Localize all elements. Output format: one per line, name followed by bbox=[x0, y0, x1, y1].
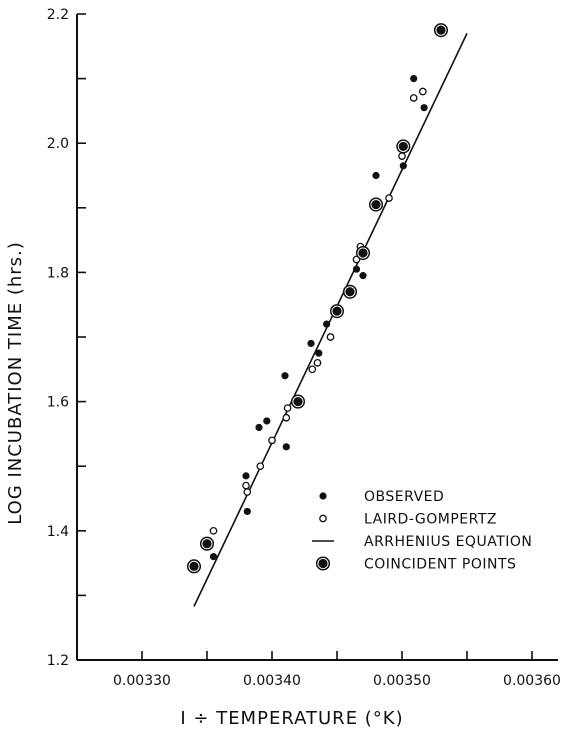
legend-laird-gompertz-swatch bbox=[319, 514, 327, 523]
y-tick-label: 2.2 bbox=[47, 7, 69, 23]
laird-gompertz-point bbox=[398, 152, 406, 160]
x-tick-label: 0.00360 bbox=[503, 673, 561, 689]
coincident-point bbox=[329, 304, 345, 319]
observed-point bbox=[315, 349, 323, 357]
observed-point bbox=[263, 417, 271, 425]
legend-observed-label: OBSERVED bbox=[364, 489, 444, 505]
laird-gompertz-point bbox=[268, 436, 276, 445]
observed-point bbox=[282, 443, 290, 451]
coincident-point bbox=[342, 284, 358, 299]
coincident-point bbox=[290, 394, 306, 409]
coincident-point-dot bbox=[189, 561, 199, 571]
laird-gompertz-point bbox=[242, 481, 250, 490]
observed-point bbox=[399, 162, 407, 170]
observed-point bbox=[255, 423, 263, 432]
observed-point bbox=[323, 320, 331, 328]
laird-gompertz-point bbox=[385, 194, 393, 202]
coincident-point bbox=[199, 536, 215, 551]
observed-point bbox=[410, 75, 418, 83]
observed-point bbox=[359, 272, 367, 280]
coincident-point-dot bbox=[293, 397, 303, 407]
observed-point bbox=[243, 507, 251, 516]
coincident-point-dot bbox=[202, 539, 212, 549]
legend-coincident-points-label: COINCIDENT POINTS bbox=[364, 557, 516, 573]
laird-gompertz-point bbox=[313, 358, 322, 367]
y-tick-label: 1.8 bbox=[47, 265, 69, 281]
coincident-point-dot bbox=[332, 306, 342, 316]
laird-gompertz-point bbox=[283, 404, 292, 412]
legend-arrhenius-equation-label: ARRHENIUS EQUATION bbox=[364, 534, 532, 550]
laird-gompertz-point bbox=[209, 526, 218, 535]
legend-laird-gompertz-label: LAIRD-GOMPERTZ bbox=[364, 512, 497, 528]
observed-point bbox=[281, 372, 289, 380]
coincident-point-dot bbox=[398, 141, 408, 152]
x-axis-title: I ÷ TEMPERATURE (°K) bbox=[180, 708, 403, 729]
coincident-point bbox=[368, 197, 384, 212]
coincident-point-dot bbox=[371, 199, 381, 210]
coincident-point bbox=[433, 23, 449, 38]
legend: OBSERVED LAIRD-GOMPERTZ ARRHENIUS EQUATION… bbox=[312, 489, 532, 573]
y-axis-title: LOG INCUBATION TIME (hrs.) bbox=[5, 241, 26, 525]
legend-coincident-points-swatch-dot bbox=[318, 558, 328, 569]
laird-gompertz-point bbox=[418, 87, 427, 96]
coincident-point bbox=[396, 139, 411, 154]
arrhenius-line bbox=[193, 33, 468, 607]
arrhenius-line-layer bbox=[193, 33, 468, 607]
y-tick-label: 1.2 bbox=[47, 653, 69, 669]
coincident-point bbox=[355, 245, 371, 261]
observed-point bbox=[372, 171, 380, 180]
coincident-point-dot bbox=[358, 248, 368, 258]
coincident-point bbox=[186, 559, 202, 574]
observed-point bbox=[420, 104, 428, 112]
legend-coincident-points-swatch bbox=[315, 556, 331, 571]
coincident-point-dot bbox=[436, 25, 446, 35]
laird-gompertz-point bbox=[282, 413, 291, 422]
observed-point bbox=[242, 472, 250, 480]
laird-gompertz-point bbox=[308, 365, 317, 374]
y-tick-label: 1.4 bbox=[47, 524, 69, 540]
y-tick-label: 2.0 bbox=[47, 136, 69, 152]
laird-gompertz-point bbox=[243, 488, 252, 496]
laird-gompertz-point bbox=[409, 94, 418, 102]
x-tick-label: 0.00330 bbox=[113, 673, 171, 689]
legend-observed-swatch bbox=[319, 492, 327, 500]
laird-gompertz-point bbox=[326, 333, 335, 341]
y-tick-label: 1.6 bbox=[47, 395, 69, 411]
observed-point bbox=[352, 265, 361, 273]
data-points-layer bbox=[186, 23, 449, 574]
coincident-point-dot bbox=[345, 287, 355, 297]
x-tick-label: 0.00350 bbox=[373, 673, 431, 689]
x-tick-label: 0.00340 bbox=[243, 673, 301, 689]
observed-point bbox=[307, 339, 315, 348]
observed-point bbox=[209, 553, 218, 561]
axes: 1.2 1.4 1.6 1.8 2.0 2.2 0.00330 0.00340 0.00350 0… bbox=[47, 7, 561, 689]
laird-gompertz-point bbox=[256, 462, 265, 471]
